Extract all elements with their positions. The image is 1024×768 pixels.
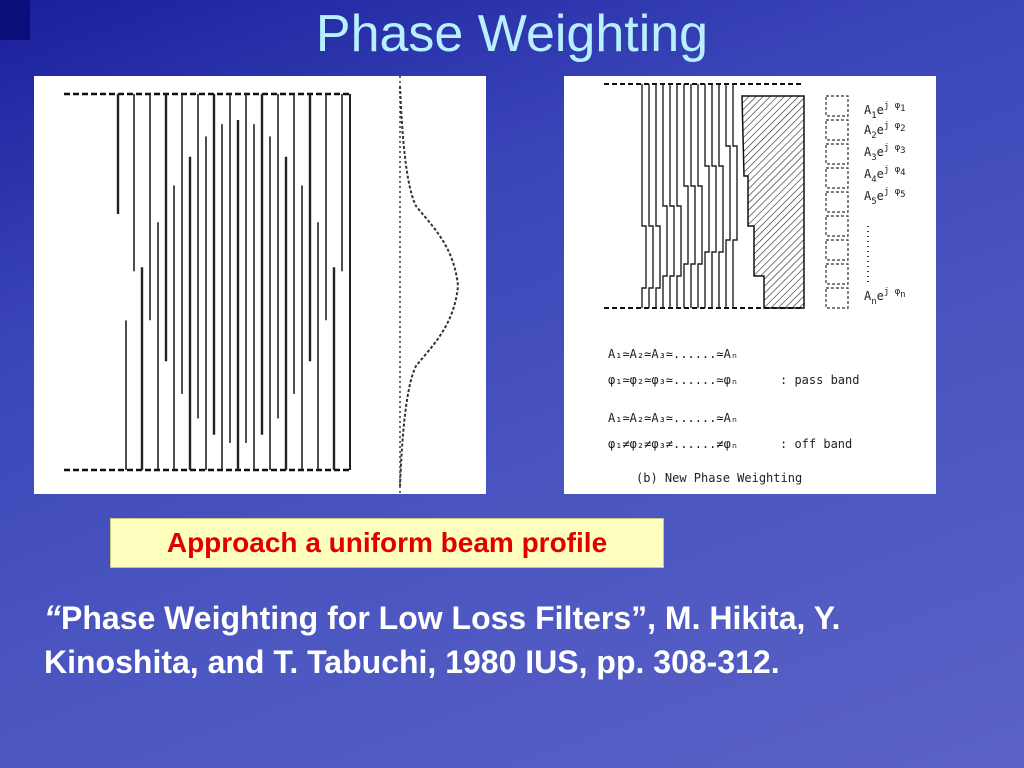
weighted-finger — [683, 84, 689, 308]
off-band-label: : off band — [780, 437, 852, 451]
weighted-finger — [718, 84, 724, 308]
weighted-finger — [690, 84, 696, 308]
figure-caption: (b) New Phase Weighting — [636, 471, 802, 485]
weighted-finger — [676, 84, 682, 308]
segment-label-5: A5ej φ5 — [864, 187, 906, 207]
segment-label-4: A4ej φ4 — [864, 165, 906, 185]
idt-electrode-figure — [34, 76, 486, 494]
slide-title: Phase Weighting — [315, 5, 709, 63]
electrode-pattern-diagram — [64, 76, 460, 494]
hatched-electrode-region — [741, 95, 805, 309]
segment-label-1: A1ej φ1 — [864, 101, 906, 121]
segment-box — [825, 239, 849, 261]
pass-band-label: : pass band — [780, 373, 859, 387]
off-amplitude-relation: A₁≃A₂≃A₃≃......≃Aₙ — [608, 411, 738, 425]
weighted-finger — [711, 84, 717, 308]
segment-box — [825, 215, 849, 237]
segment-box — [825, 167, 849, 189]
citation-text: “Phase Weighting for Low Loss Filters”, … — [44, 596, 944, 684]
segment-box — [825, 95, 849, 117]
phase-weighting-figure: A1ej φ1 A2ej φ2 A3ej φ3 A4ej φ4 A5ej φ5 … — [564, 76, 936, 494]
segment-label-2: A2ej φ2 — [864, 121, 906, 141]
phase-weighting-diagram: A1ej φ1 A2ej φ2 A3ej φ3 A4ej φ4 A5ej φ5 … — [604, 83, 906, 485]
segment-box — [825, 119, 849, 141]
segment-label-3: A3ej φ3 — [864, 143, 906, 163]
highlight-callout: Approach a uniform beam profile — [110, 518, 664, 568]
segment-boxes — [825, 95, 849, 309]
off-phase-relation: φ₁≠φ₂≠φ₃≠......≠φₙ — [608, 437, 738, 451]
weighted-finger — [697, 84, 703, 308]
segment-box — [825, 143, 849, 165]
weighted-finger — [662, 84, 668, 308]
weighted-finger — [655, 84, 661, 308]
weighted-finger — [725, 84, 731, 308]
beam-profile-curve — [399, 85, 460, 487]
open-quote: “ — [44, 599, 61, 637]
segment-labels: A1ej φ1 A2ej φ2 A3ej φ3 A4ej φ4 A5ej φ5 … — [864, 101, 906, 307]
weighted-finger — [732, 84, 738, 308]
weighted-electrode-fingers — [641, 84, 738, 308]
weighted-finger — [648, 84, 654, 308]
corner-decoration — [0, 0, 30, 40]
electrode-fingers — [116, 94, 351, 470]
weighted-finger — [704, 84, 710, 308]
pass-amplitude-relation: A₁≃A₂≃A₃≃......≃Aₙ — [608, 347, 738, 361]
segment-box — [825, 263, 849, 285]
weighted-finger — [641, 84, 647, 308]
pass-phase-relation: φ₁≃φ₂≃φ₃≃......≃φₙ — [608, 373, 738, 387]
segment-label-n: Anej φn — [864, 287, 906, 307]
citation-body: Phase Weighting for Low Loss Filters”, M… — [44, 600, 841, 680]
weighted-finger — [669, 84, 675, 308]
segment-box — [825, 191, 849, 213]
segment-box — [825, 287, 849, 309]
